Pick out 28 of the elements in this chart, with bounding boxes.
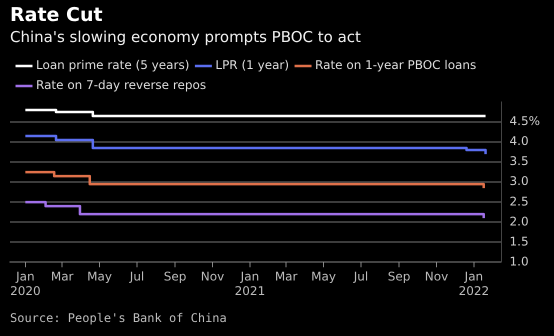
x-tick-label: Mar xyxy=(50,270,74,284)
y-tick-label: 2.5 xyxy=(510,194,529,208)
x-tick-label: Nov xyxy=(424,270,448,284)
x-tick-label: Sep xyxy=(388,270,410,284)
y-tick-label: 1.0 xyxy=(510,254,529,268)
x-tick-label: Jul xyxy=(128,270,144,284)
y-tick-label: 2.0 xyxy=(510,214,529,228)
x-tick-label: Jul xyxy=(352,270,368,284)
x-tick-label: May xyxy=(87,270,112,284)
chart-subtitle: China's slowing economy prompts PBOC to act xyxy=(10,28,361,46)
y-tick-label: 3.0 xyxy=(510,174,529,188)
legend-label: Rate on 1-year PBOC loans xyxy=(315,58,476,72)
x-tick-label: May xyxy=(311,270,336,284)
x-tick-label: Nov xyxy=(200,270,224,284)
legend-label: Loan prime rate (5 years) xyxy=(36,58,190,72)
x-tick-label: Sep xyxy=(164,270,186,284)
y-tick-label: 1.5 xyxy=(510,234,529,248)
source-note: Source: People's Bank of China xyxy=(10,311,227,325)
y-tick-label: 3.5 xyxy=(510,154,529,168)
chart-title: Rate Cut xyxy=(10,4,103,26)
x-tick-label: Jan 2022 xyxy=(458,270,490,298)
x-tick-label: Jan 2021 xyxy=(234,270,266,298)
y-tick-label: 4.0 xyxy=(510,134,529,148)
y-tick-label: 4.5% xyxy=(510,114,540,128)
legend-label: LPR (1 year) xyxy=(215,58,290,72)
x-tick-label: Jan 2020 xyxy=(10,270,41,298)
legend-label: Rate on 7-day reverse repos xyxy=(36,78,206,92)
x-tick-label: Mar xyxy=(274,270,298,284)
